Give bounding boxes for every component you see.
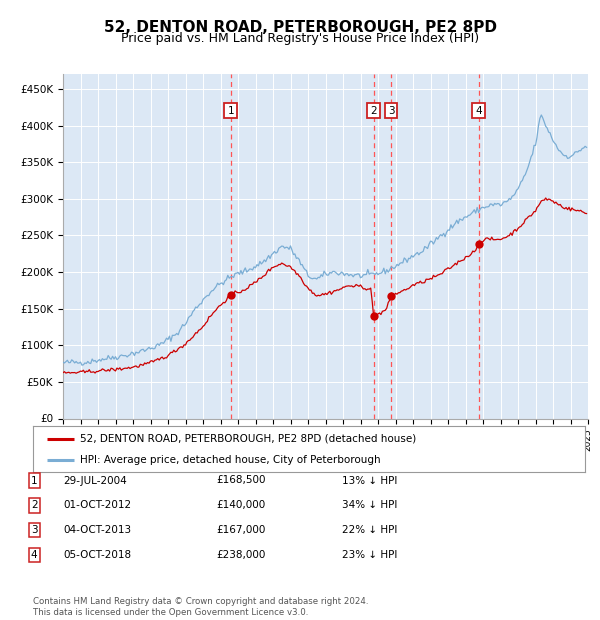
Text: Price paid vs. HM Land Registry's House Price Index (HPI): Price paid vs. HM Land Registry's House …	[121, 32, 479, 45]
Text: 04-OCT-2013: 04-OCT-2013	[63, 525, 131, 535]
Text: 52, DENTON ROAD, PETERBOROUGH, PE2 8PD: 52, DENTON ROAD, PETERBOROUGH, PE2 8PD	[104, 20, 497, 35]
Text: £168,500: £168,500	[216, 476, 265, 485]
Text: £167,000: £167,000	[216, 525, 265, 535]
Text: 3: 3	[388, 105, 394, 115]
Text: 29-JUL-2004: 29-JUL-2004	[63, 476, 127, 485]
Text: 2: 2	[370, 105, 377, 115]
Text: Contains HM Land Registry data © Crown copyright and database right 2024.
This d: Contains HM Land Registry data © Crown c…	[33, 598, 368, 617]
Text: 2: 2	[31, 500, 38, 510]
Text: HPI: Average price, detached house, City of Peterborough: HPI: Average price, detached house, City…	[80, 455, 380, 466]
Text: 4: 4	[31, 550, 38, 560]
Text: £238,000: £238,000	[216, 550, 265, 560]
Text: 34% ↓ HPI: 34% ↓ HPI	[342, 500, 397, 510]
Text: 1: 1	[227, 105, 234, 115]
Text: 05-OCT-2018: 05-OCT-2018	[63, 550, 131, 560]
Text: 13% ↓ HPI: 13% ↓ HPI	[342, 476, 397, 485]
Text: 4: 4	[475, 105, 482, 115]
Text: 22% ↓ HPI: 22% ↓ HPI	[342, 525, 397, 535]
Text: £140,000: £140,000	[216, 500, 265, 510]
Text: 52, DENTON ROAD, PETERBOROUGH, PE2 8PD (detached house): 52, DENTON ROAD, PETERBOROUGH, PE2 8PD (…	[80, 434, 416, 444]
Text: 3: 3	[31, 525, 38, 535]
Text: 1: 1	[31, 476, 38, 485]
Text: 23% ↓ HPI: 23% ↓ HPI	[342, 550, 397, 560]
Text: 01-OCT-2012: 01-OCT-2012	[63, 500, 131, 510]
